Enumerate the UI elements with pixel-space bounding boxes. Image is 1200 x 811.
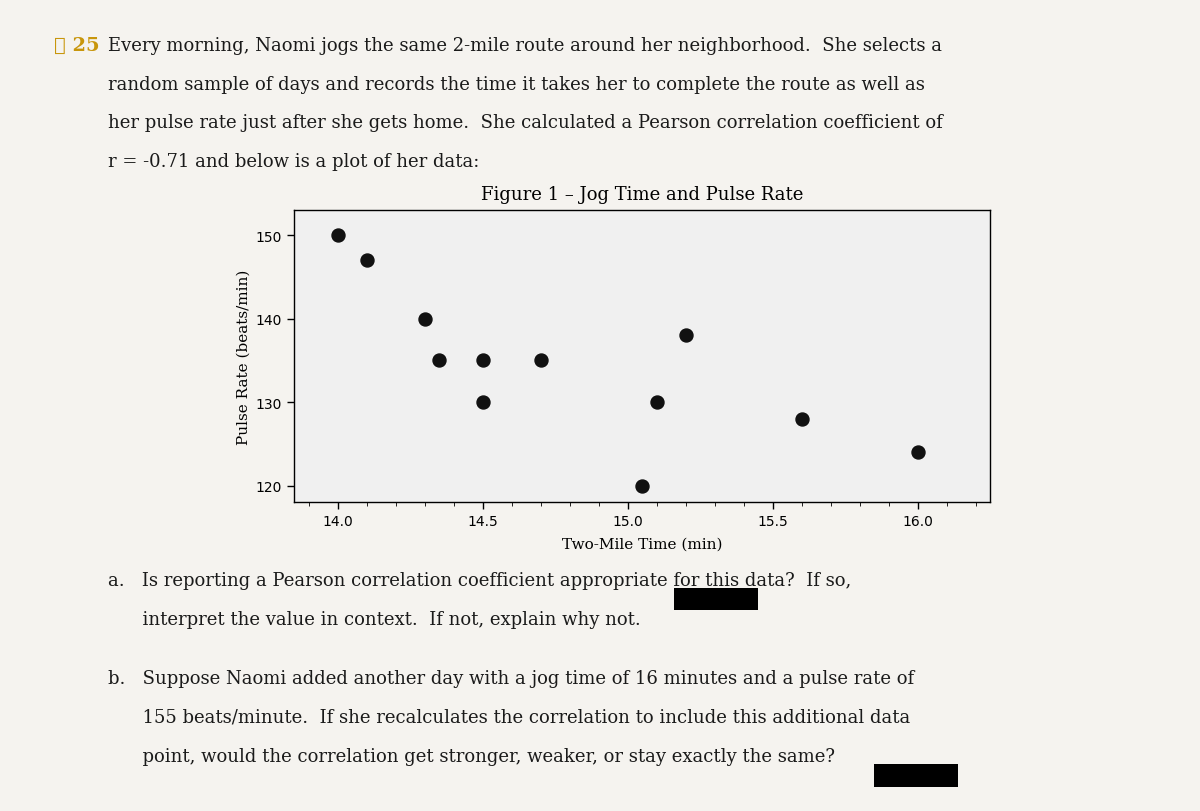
Point (908, 446, 928, 459)
Text: 155 beats/minute.  If she recalculates the correlation to include this additiona: 155 beats/minute. If she recalculates th… (108, 708, 911, 726)
Point (415, 313, 434, 326)
Point (328, 230, 347, 242)
Point (632, 479, 652, 492)
Text: random sample of days and records the time it takes her to complete the route as: random sample of days and records the ti… (108, 75, 925, 93)
Point (530, 354, 550, 367)
Point (356, 255, 376, 268)
Text: her pulse rate just after she gets home.  She calculated a Pearson correlation c: her pulse rate just after she gets home.… (108, 114, 943, 132)
Point (430, 354, 449, 367)
X-axis label: Two-Mile Time (min): Two-Mile Time (min) (562, 537, 722, 551)
Y-axis label: Pulse Rate (beats/min): Pulse Rate (beats/min) (236, 269, 251, 444)
Text: interpret the value in context.  If not, explain why not.: interpret the value in context. If not, … (108, 611, 641, 629)
Point (473, 354, 492, 367)
Text: r = -0.71 and below is a plot of her data:: r = -0.71 and below is a plot of her dat… (108, 153, 479, 171)
Point (473, 397, 492, 410)
Text: a.   Is reporting a Pearson correlation coefficient appropriate for this data?  : a. Is reporting a Pearson correlation co… (108, 572, 851, 590)
Title: Figure 1 – Jog Time and Pulse Rate: Figure 1 – Jog Time and Pulse Rate (481, 186, 803, 204)
Point (676, 329, 695, 342)
Text: ❖ 25: ❖ 25 (54, 36, 100, 54)
Text: point, would the correlation get stronger, weaker, or stay exactly the same?: point, would the correlation get stronge… (108, 747, 835, 765)
Text: Every morning, Naomi jogs the same 2-mile route around her neighborhood.  She se: Every morning, Naomi jogs the same 2-mil… (108, 36, 942, 54)
Point (647, 397, 666, 410)
Point (792, 413, 811, 426)
Text: b.   Suppose Naomi added another day with a jog time of 16 minutes and a pulse r: b. Suppose Naomi added another day with … (108, 669, 914, 687)
